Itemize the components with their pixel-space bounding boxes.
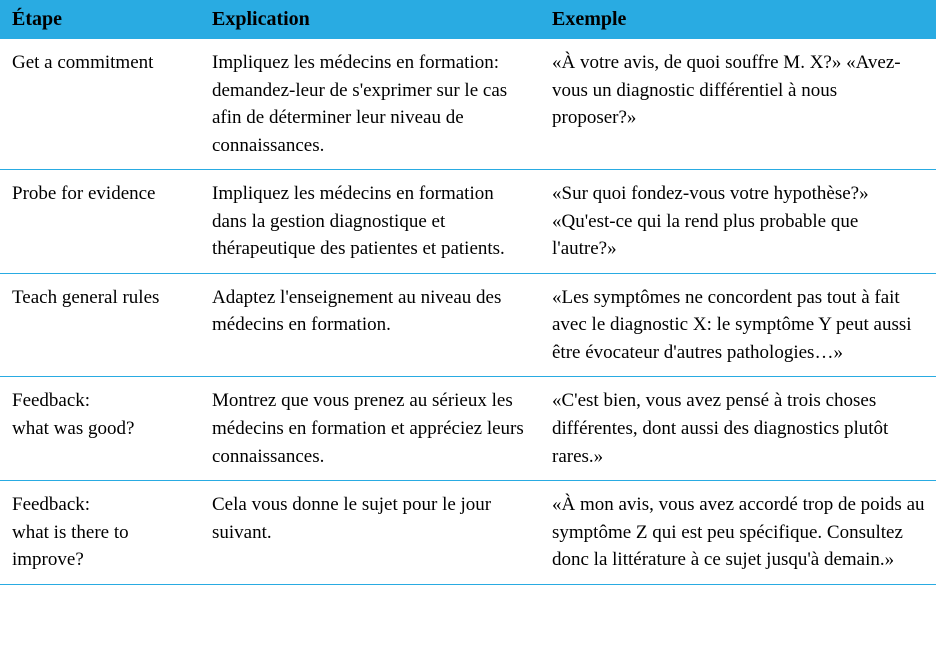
cell-explication: Impliquez les médecins en formation dans… [200,170,540,274]
cell-etape: Feedback:what was good? [0,377,200,481]
table-row: Get a commitment Impliquez les médecins … [0,39,936,170]
table-row: Teach general rules Adaptez l'enseigneme… [0,273,936,377]
cell-exemple: «Sur quoi fondez-vous votre hypothèse?» … [540,170,936,274]
cell-etape: Feedback:what is there to improve? [0,481,200,585]
cell-explication: Impliquez les médecins en formation: dem… [200,39,540,170]
cell-explication: Montrez que vous prenez au sérieux les m… [200,377,540,481]
cell-etape: Get a commitment [0,39,200,170]
cell-exemple: «À mon avis, vous avez accordé trop de p… [540,481,936,585]
cell-explication: Cela vous donne le sujet pour le jour su… [200,481,540,585]
cell-etape: Teach general rules [0,273,200,377]
table-header-row: Étape Explication Exemple [0,0,936,39]
cell-etape: Probe for evidence [0,170,200,274]
cell-exemple: «C'est bien, vous avez pensé à trois cho… [540,377,936,481]
header-exemple: Exemple [540,0,936,39]
cell-explication: Adaptez l'enseignement au niveau des méd… [200,273,540,377]
cell-exemple: «Les symptômes ne concordent pas tout à … [540,273,936,377]
table-row: Feedback:what is there to improve? Cela … [0,481,936,585]
table-row: Feedback:what was good? Montrez que vous… [0,377,936,481]
cell-exemple: «À votre avis, de quoi souffre M. X?» «A… [540,39,936,170]
header-explication: Explication [200,0,540,39]
table-row: Probe for evidence Impliquez les médecin… [0,170,936,274]
header-etape: Étape [0,0,200,39]
teaching-steps-table: Étape Explication Exemple Get a commitme… [0,0,936,585]
